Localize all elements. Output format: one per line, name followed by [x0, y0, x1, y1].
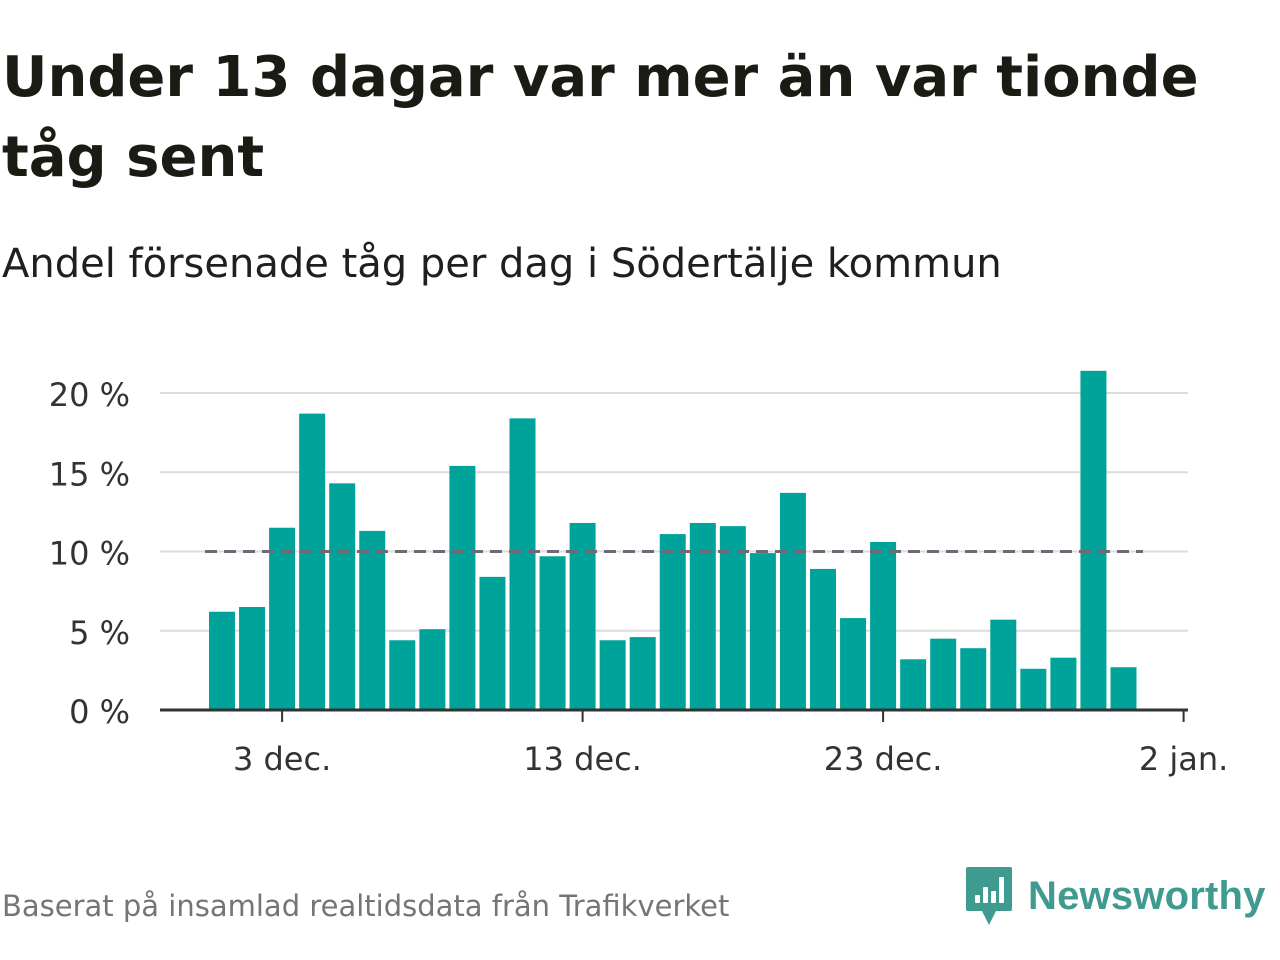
bar-16-dec [659, 534, 686, 710]
bar-17-dec [689, 522, 716, 710]
bar-27-dec [990, 619, 1017, 710]
chart-title: Under 13 dagar var mer än var tionde tåg… [2, 45, 1199, 190]
x-tick-label: 2 jan. [1139, 740, 1228, 778]
bar-11-dec [509, 418, 536, 710]
brand: Newsworthy [964, 864, 1266, 928]
axes [160, 708, 1188, 722]
bar-9-dec [449, 465, 476, 710]
bar-5-dec [329, 483, 356, 710]
y-tick-label: 10 % [49, 535, 130, 573]
bar-13-dec [569, 522, 596, 710]
bar-8-dec [419, 629, 446, 710]
bar-chart: 0 % 5 % 10 % 15 % 20 % 3 dec. 13 dec. 23 dec. 2… [49, 370, 1228, 778]
y-axis-labels: 0 % 5 % 10 % 15 % 20 % [49, 376, 130, 731]
newsworthy-chart-logo-icon [966, 867, 1012, 925]
bar-18-dec [719, 526, 746, 710]
bar-21-dec [810, 568, 836, 710]
x-tick-label: 13 dec. [523, 740, 642, 778]
bar-3-dec [269, 527, 296, 710]
y-tick-label: 20 % [49, 376, 130, 414]
bar-30-dec [1080, 370, 1107, 710]
bars [209, 370, 1137, 710]
x-tick-label: 23 dec. [824, 740, 943, 778]
bar-31-dec [1110, 667, 1137, 710]
bar-14-dec [599, 640, 626, 710]
bar-19-dec [749, 553, 776, 710]
bar-28-dec [1020, 668, 1047, 710]
bar-26-dec [960, 648, 987, 710]
bar-20-dec [779, 492, 806, 710]
y-tick-label: 15 % [49, 455, 130, 493]
bar-25-dec [930, 638, 957, 710]
bar-6-dec [359, 530, 386, 710]
source-note: Baserat på insamlad realtidsdata från Tr… [2, 889, 730, 923]
bar-10-dec [479, 576, 506, 710]
bar-15-dec [629, 637, 656, 710]
bar-29-dec [1050, 657, 1077, 710]
bar-2-dec [239, 606, 266, 710]
x-axis-labels: 3 dec. 13 dec. 23 dec. 2 jan. [233, 740, 1228, 778]
bar-23-dec [870, 541, 897, 710]
bar-4-dec [299, 413, 326, 710]
bar-12-dec [539, 556, 566, 710]
bar-1-dec [209, 611, 235, 710]
brand-name: Newsworthy [1028, 873, 1266, 918]
x-tick-label: 3 dec. [233, 740, 331, 778]
y-tick-label: 0 % [69, 693, 130, 731]
y-tick-label: 5 % [69, 614, 130, 652]
chart-subtitle: Andel försenade tåg per dag i Södertälje… [2, 241, 1002, 287]
bar-7-dec [389, 640, 416, 710]
bar-22-dec [840, 618, 867, 710]
bar-24-dec [900, 659, 927, 710]
